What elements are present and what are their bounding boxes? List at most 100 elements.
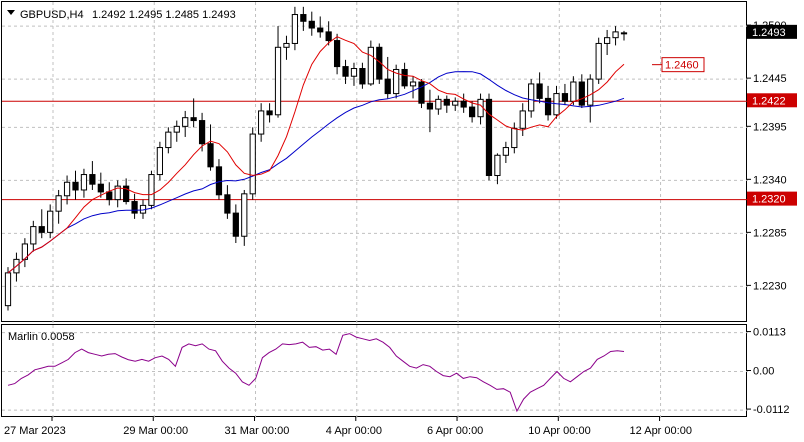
candle-body [401, 68, 408, 87]
candle-body [620, 32, 628, 35]
candle-body [393, 68, 400, 95]
candle-body [47, 210, 54, 233]
ind-tick-label: -0.0112 [753, 404, 790, 416]
x-tick-label: 4 Apr 00:00 [326, 425, 382, 437]
candle-body [165, 131, 172, 149]
candle-body [426, 102, 434, 110]
y-tick-label: 1.2445 [753, 73, 787, 85]
candlestick-series [4, 6, 628, 311]
candle-body [97, 183, 104, 193]
y-tick-label: 1.2395 [753, 121, 787, 133]
candle-body [283, 42, 290, 48]
candle-body [266, 110, 273, 116]
candle-body [106, 191, 113, 201]
level-tag-0-label: 1.2422 [752, 95, 786, 107]
candle-body [291, 14, 299, 44]
indicator-pane[interactable]: Marlin 0.0058 [1, 324, 748, 418]
candle-body [359, 68, 366, 85]
triangle-down-icon[interactable] [7, 10, 15, 15]
x-tick-label: 27 Mar 2023 [4, 425, 66, 437]
price-chart-svg: 1.2460 GBPUSD,H4 1.2492 1.2495 1.2485 1.… [2, 2, 748, 323]
candle-body [258, 110, 265, 135]
candle-body [198, 120, 206, 145]
candle-body [409, 81, 417, 87]
x-tick-label: 31 Mar 00:00 [225, 425, 290, 437]
candle-body [519, 110, 526, 129]
candle-body [612, 31, 619, 39]
candle-body [241, 193, 248, 237]
candle-body [485, 98, 493, 177]
candle-body [249, 133, 256, 195]
ind-tick-label: 0.00 [753, 366, 774, 378]
y-tick-label: 1.2285 [753, 227, 787, 239]
candle-body [4, 272, 12, 307]
candle-body [114, 185, 121, 201]
candle-body [55, 195, 62, 212]
candle-body [207, 143, 214, 168]
candle-body [435, 98, 442, 110]
candle-body [342, 66, 349, 77]
candle-body [123, 185, 130, 203]
target-marker-label: 1.2460 [665, 60, 699, 72]
y-tick-label: 1.2230 [753, 280, 787, 292]
candle-body [494, 154, 501, 177]
time-axis: 27 Mar 2023 29 Mar 00:00 31 Mar 00:00 4 Apr… [4, 417, 692, 437]
y-tick-label: 1.2500 [753, 20, 787, 32]
candle-body [325, 31, 332, 42]
ind-tick-label: 0.0113 [753, 327, 786, 339]
candle-body [148, 174, 155, 206]
candle-body [190, 117, 197, 122]
marlin-oscillator-path [7, 333, 625, 413]
price-grid [2, 2, 748, 323]
candle-body [502, 147, 509, 156]
x-tick-label: 6 Apr 00:00 [427, 425, 483, 437]
candle-body [232, 212, 239, 237]
candle-body [224, 194, 231, 214]
indicator-svg: Marlin 0.0058 [2, 325, 748, 418]
slow-ma-line [7, 71, 625, 274]
candle-body [38, 226, 45, 233]
moving-averages [7, 36, 625, 274]
candle-body [333, 40, 341, 68]
candle-body [80, 174, 88, 191]
price-chart-pane[interactable]: 1.2460 GBPUSD,H4 1.2492 1.2495 1.2485 1.… [1, 1, 748, 323]
candle-body [317, 27, 324, 33]
candle-body [274, 46, 282, 116]
candle-body [604, 37, 611, 44]
candle-body [131, 201, 138, 214]
candle-body [587, 78, 594, 106]
target-marker-box [661, 57, 705, 73]
indicator-axis: 0.0113 0.00 -0.0112 [747, 327, 790, 416]
candle-body [300, 14, 307, 22]
fast-ma-line [7, 36, 625, 274]
candle-body [418, 81, 425, 104]
level-tag-0 [747, 93, 797, 108]
x-tick-label: 29 Mar 00:00 [123, 425, 188, 437]
candle-body [72, 181, 79, 191]
candle-body [561, 93, 569, 102]
candle-body [528, 83, 535, 112]
candle-body [578, 81, 585, 106]
candle-body [460, 100, 467, 108]
level-tag-1-label: 1.2320 [752, 194, 786, 206]
candle-body [376, 46, 383, 80]
symbol-label: GBPUSD,H4 [20, 9, 84, 21]
candle-body [570, 81, 577, 102]
candle-body [468, 106, 476, 118]
marlin-line [7, 333, 625, 413]
candle-body [443, 98, 450, 106]
candle-body [511, 127, 518, 149]
candle-body [308, 20, 315, 29]
price-tags: 1.2493 1.2422 1.2320 [747, 24, 797, 206]
candle-body [182, 117, 189, 127]
chart-header: GBPUSD,H4 1.2492 1.2495 1.2485 1.2493 [7, 9, 236, 21]
candle-body [595, 42, 602, 80]
candle-body [63, 181, 71, 197]
current-price-tag [747, 24, 797, 39]
candle-body [384, 78, 391, 95]
candle-body [544, 97, 552, 116]
candle-body [350, 68, 358, 77]
level-tag-1 [747, 191, 797, 206]
y-tick-label: 1.2340 [753, 174, 787, 186]
candle-body [536, 83, 543, 99]
